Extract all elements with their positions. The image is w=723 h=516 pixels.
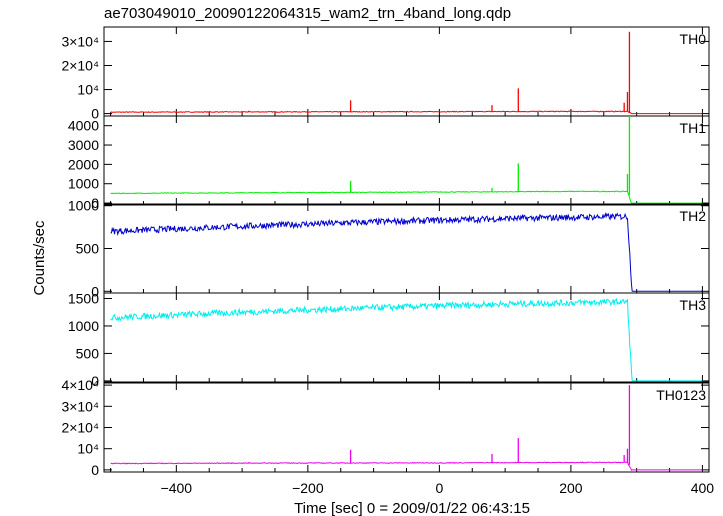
y-tick-label: 2×10⁴ — [61, 420, 99, 436]
y-tick-label: 3000 — [68, 137, 99, 153]
series-line-th0 — [110, 110, 703, 115]
y-tick-label: 4000 — [68, 118, 99, 134]
y-tick-label: 1000 — [68, 318, 99, 334]
y-tick-label: 0 — [91, 195, 99, 211]
y-tick-label: 10⁴ — [77, 82, 99, 98]
x-tick-label: 400 — [691, 480, 715, 496]
y-tick-label: 0 — [91, 373, 99, 389]
panel-label: TH1 — [680, 120, 707, 136]
panel-label: TH2 — [680, 208, 707, 224]
y-tick-label: 10⁴ — [77, 441, 99, 457]
y-tick-label: 3×10⁴ — [61, 33, 99, 49]
panel-th0123: 0 10⁴ 2×10⁴ 3×10⁴ 4×10⁴ TH0123 — [61, 377, 710, 478]
x-tick-label: 0 — [435, 480, 443, 496]
y-tick-label: 500 — [76, 345, 100, 361]
x-tick-label: −400 — [161, 480, 193, 496]
y-tick-label: 4×10⁴ — [61, 377, 99, 393]
panel-th2: 0 500 1000 TH2 — [68, 198, 710, 299]
panel-frame — [103, 203, 710, 294]
panel-th3: 0 500 1000 1500 TH3 — [68, 290, 710, 389]
y-tick-label: 500 — [76, 241, 100, 257]
x-axis-label: Time [sec] 0 = 2009/01/22 06:43:15 — [294, 500, 530, 516]
y-axis-label: Counts/sec — [31, 220, 48, 296]
panel-label: TH3 — [680, 297, 707, 313]
y-tick-label: 2×10⁴ — [61, 57, 99, 73]
y-tick-label: 0 — [91, 462, 99, 478]
series-line-th1 — [110, 190, 703, 204]
series-line-th2 — [110, 211, 703, 292]
series-line-th3 — [110, 297, 703, 382]
chart-title: ae703049010_20090122064315_wam2_trn_4ban… — [104, 5, 511, 22]
y-tick-label: 1000 — [68, 198, 99, 214]
panel-label: TH0123 — [656, 387, 706, 403]
y-tick-label: 0 — [91, 106, 99, 122]
x-tick-label: 200 — [559, 480, 583, 496]
y-tick-label: 2000 — [68, 156, 99, 172]
series-line-th0123 — [110, 461, 703, 471]
panel-frame — [103, 26, 710, 117]
y-tick-label: 3×10⁴ — [61, 398, 99, 414]
panel-frame — [103, 382, 710, 473]
x-tick-label: −200 — [292, 480, 324, 496]
panel-th0: 0 10⁴ 2×10⁴ 3×10⁴ TH0 — [61, 26, 710, 122]
y-tick-label: 1000 — [68, 176, 99, 192]
panel-label: TH0 — [680, 31, 707, 47]
y-tick-label: 1500 — [68, 290, 99, 306]
y-tick-label: 0 — [91, 283, 99, 299]
